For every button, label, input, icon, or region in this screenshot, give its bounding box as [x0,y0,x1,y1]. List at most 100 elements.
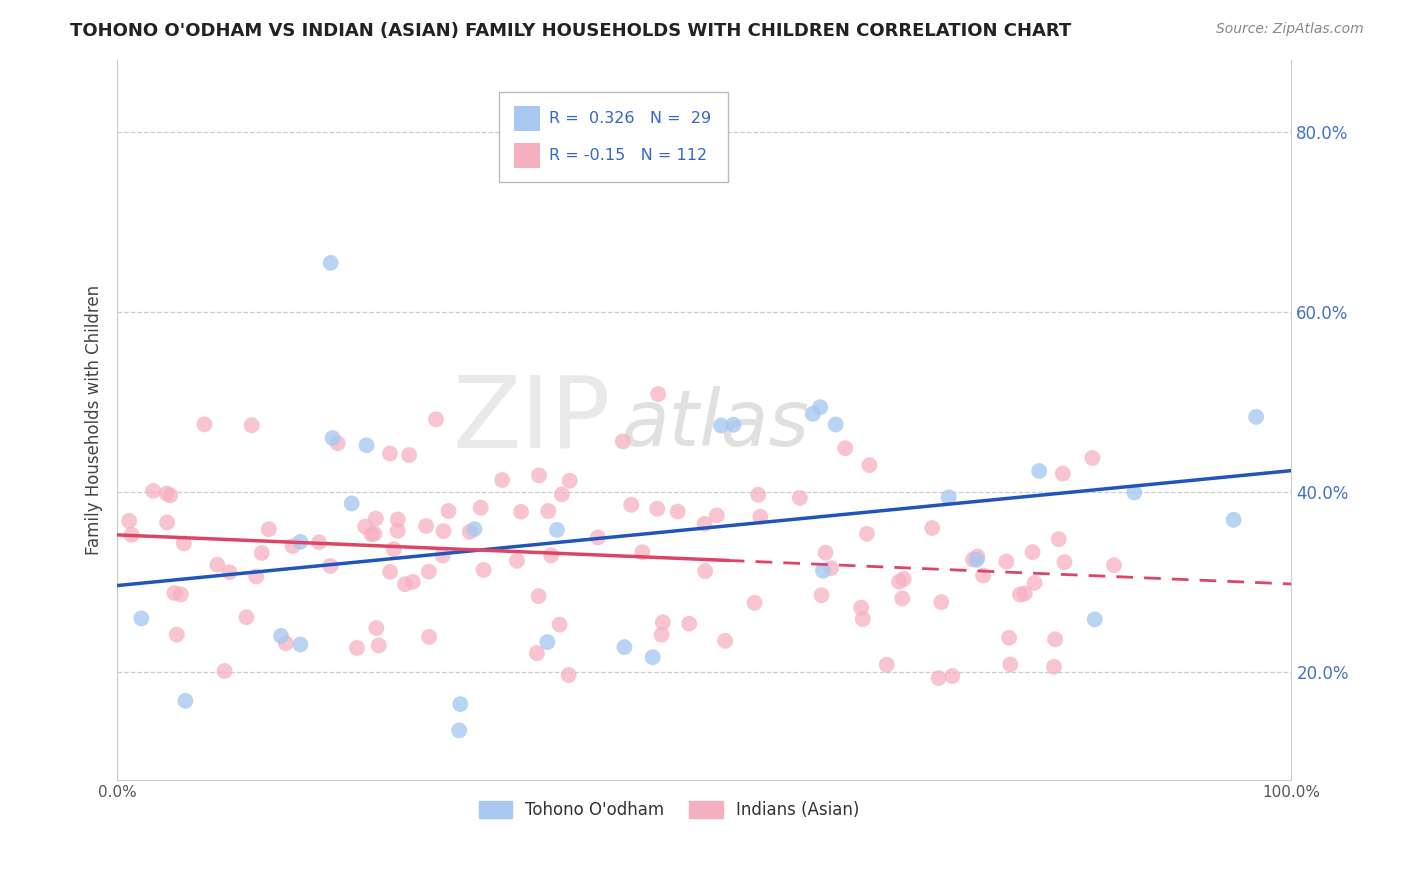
Point [207,558,229,572]
Point [893,572,915,586]
Point [270,629,292,643]
Point [245,569,267,583]
Point [876,657,898,672]
Point [387,512,409,526]
Point [1081,450,1104,465]
Point [557,668,579,682]
Point [418,630,440,644]
Text: atlas: atlas [621,385,810,461]
Point [995,555,1018,569]
Point [340,496,363,510]
Point [666,504,689,518]
Point [402,574,425,589]
Point [810,588,832,602]
Point [966,549,988,564]
Point [1084,612,1107,626]
Point [1024,575,1046,590]
Point [235,610,257,624]
Point [824,417,846,432]
Point [814,546,837,560]
Point [678,616,700,631]
Point [558,474,581,488]
Point [548,617,571,632]
Text: ZIP: ZIP [451,371,610,468]
Point [326,436,349,450]
Text: TOHONO O'ODHAM VS INDIAN (ASIAN) FAMILY HOUSEHOLDS WITH CHILDREN CORRELATION CHA: TOHONO O'ODHAM VS INDIAN (ASIAN) FAMILY … [70,22,1071,40]
Point [415,519,437,533]
Point [432,549,454,563]
Point [142,483,165,498]
Point [360,527,382,541]
Point [437,504,460,518]
Point [425,412,447,426]
Point [156,516,179,530]
Point [747,488,769,502]
Point [121,528,143,542]
Point [1021,545,1043,559]
Point [308,535,330,549]
Point [218,566,240,580]
Point [891,591,914,606]
Point [931,595,953,609]
Legend: Tohono O'odham, Indians (Asian): Tohono O'odham, Indians (Asian) [472,795,866,826]
Point [354,519,377,533]
Point [163,586,186,600]
Point [1043,660,1066,674]
Point [1102,558,1125,573]
Point [170,587,193,601]
Point [1000,657,1022,672]
Point [319,256,342,270]
Point [651,615,673,630]
Point [941,669,963,683]
Point [966,553,988,567]
Point [801,407,824,421]
Point [240,418,263,433]
Bar [515,143,540,168]
Point [366,621,388,635]
Y-axis label: Family Households with Children: Family Households with Children [86,285,103,555]
Text: Source: ZipAtlas.com: Source: ZipAtlas.com [1216,22,1364,37]
Point [749,509,772,524]
Point [1047,532,1070,546]
Point [378,565,401,579]
FancyBboxPatch shape [499,92,728,182]
Point [472,563,495,577]
Point [214,664,236,678]
Point [463,522,485,536]
Point [356,438,378,452]
Point [695,564,717,578]
Point [155,486,177,500]
Point [322,431,344,445]
Point [281,539,304,553]
Point [166,628,188,642]
Point [510,505,533,519]
Point [387,524,409,538]
Point [449,723,471,738]
Point [506,554,529,568]
Point [250,546,273,560]
Point [290,534,312,549]
Point [928,671,950,685]
Point [274,636,297,650]
Point [789,491,811,505]
Point [811,564,834,578]
Point [458,524,481,539]
Point [346,640,368,655]
Point [714,633,737,648]
Point [1008,588,1031,602]
Point [319,559,342,574]
Point [1123,485,1146,500]
Point [972,568,994,582]
Point [808,400,831,414]
Point [193,417,215,432]
Point [820,561,842,575]
Point [1043,632,1066,647]
Point [174,694,197,708]
Point [491,473,513,487]
Point [921,521,943,535]
Point [613,640,636,654]
Bar [515,106,540,131]
Point [641,650,664,665]
Point [938,491,960,505]
Point [363,526,385,541]
